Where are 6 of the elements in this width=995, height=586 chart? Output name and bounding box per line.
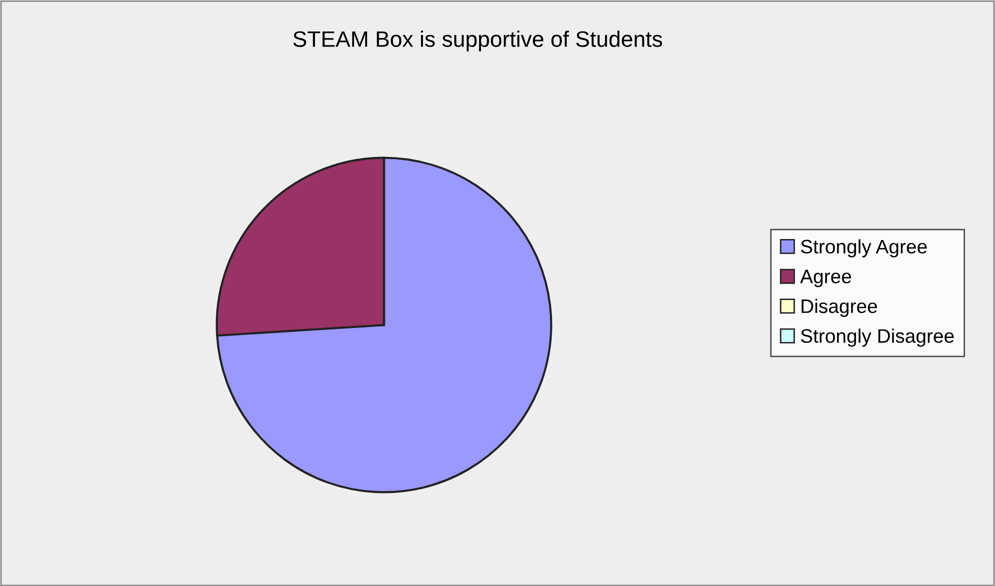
legend-label: Disagree: [802, 298, 878, 317]
legend-label: Agree: [800, 270, 852, 288]
pie-slice: [216, 156, 552, 494]
legend-label: Strongly Agree: [800, 239, 927, 258]
chart-title: STEAM Box is supportive of Students: [293, 30, 662, 52]
legend-label: Strongly Disagree: [800, 328, 954, 347]
